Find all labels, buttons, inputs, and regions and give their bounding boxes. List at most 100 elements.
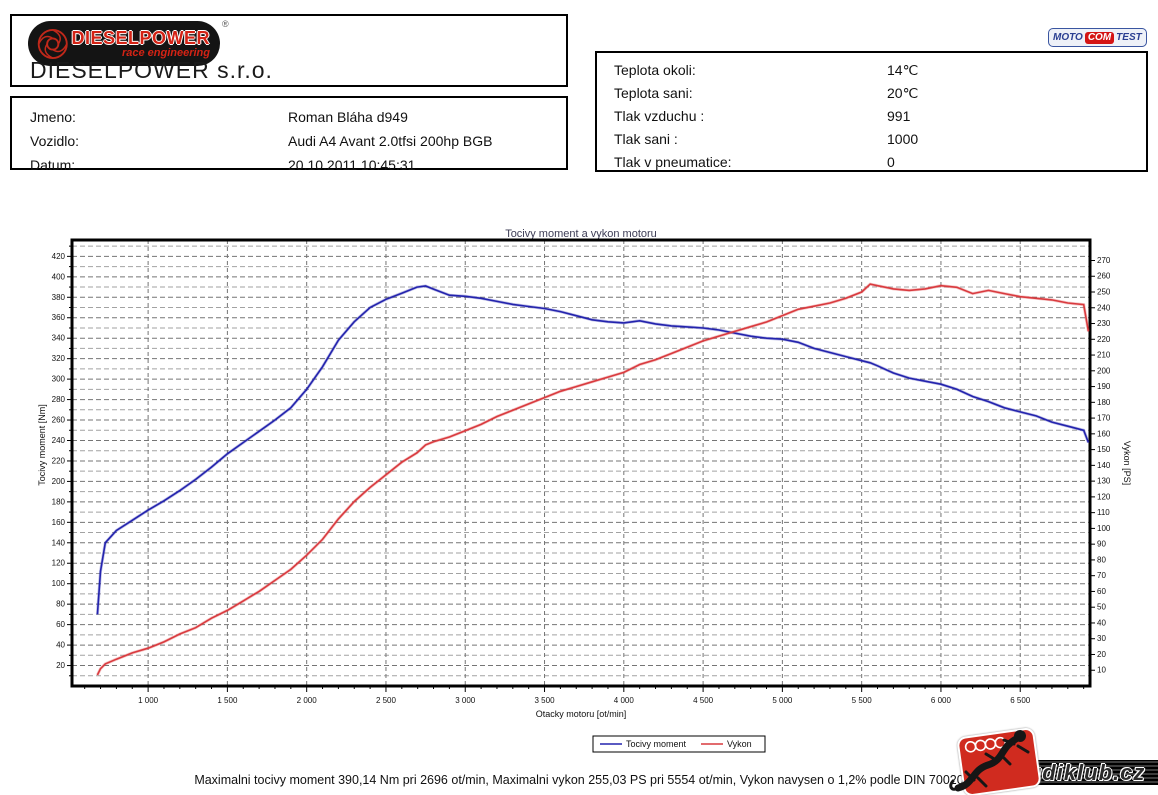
info-label: Datum: [30,157,76,173]
svg-text:280: 280 [52,395,66,404]
svg-text:10: 10 [1097,666,1106,675]
dyno-chart: Tocivy moment a vykon motoru 20 40 60 80 100 1… [37,228,1132,753]
svg-text:5 000: 5 000 [772,696,793,705]
svg-text:260: 260 [52,416,66,425]
svg-text:320: 320 [52,354,66,363]
svg-text:50: 50 [1097,603,1106,612]
param-label: Tlak vzduchu : [614,108,705,124]
svg-text:90: 90 [1097,540,1106,549]
svg-text:100: 100 [1097,524,1111,533]
svg-text:240: 240 [1097,303,1111,312]
company-name: DIESELPOWER s.r.o. [30,57,273,83]
motocomtest-com: COM [1084,31,1115,44]
svg-text:120: 120 [52,559,66,568]
param-row-tlak-pneumatice: Tlak v pneumatice: 0 [614,151,1146,174]
gecko-icon [949,730,1030,792]
svg-text:400: 400 [52,272,66,281]
svg-text:2 000: 2 000 [297,696,318,705]
svg-text:340: 340 [52,334,66,343]
info-value: 20.10.2011 10:45:31 [288,157,416,173]
svg-text:210: 210 [1097,351,1111,360]
svg-text:220: 220 [1097,335,1111,344]
power-curve [96,283,1090,676]
svg-text:Tocivy moment a vykon motoru: Tocivy moment a vykon motoru [505,228,657,240]
svg-text:160: 160 [52,518,66,527]
registered-mark: ® [222,19,229,29]
svg-text:360: 360 [52,313,66,322]
svg-text:Vykon [PS]: Vykon [PS] [1122,441,1132,485]
svg-text:140: 140 [52,538,66,547]
results-summary: Maximalni tocivy moment 390,14 Nm pri 26… [194,773,964,787]
svg-text:130: 130 [1097,477,1111,486]
svg-text:120: 120 [1097,492,1111,501]
svg-text:20: 20 [56,661,65,670]
param-row-teplota-sani: Teplota sani: 20℃ [614,82,1146,105]
param-value: 20℃ [887,85,919,101]
audi-rings-icon [964,736,1007,753]
svg-text:170: 170 [1097,414,1111,423]
svg-text:5 500: 5 500 [852,696,873,705]
svg-text:150: 150 [1097,445,1111,454]
svg-text:Otacky motoru [ot/min]: Otacky motoru [ot/min] [536,709,627,719]
svg-text:60: 60 [56,620,65,629]
svg-text:4 000: 4 000 [614,696,635,705]
svg-text:1 500: 1 500 [217,696,238,705]
audi-rings-square [956,726,1042,795]
info-label: Vozidlo: [30,133,80,149]
svg-text:250: 250 [1097,288,1111,297]
svg-text:80: 80 [56,600,65,609]
svg-text:Tocivy moment [Nm]: Tocivy moment [Nm] [37,404,47,486]
svg-text:6 500: 6 500 [1010,696,1031,705]
param-row-tlak-sani: Tlak sani : 1000 [614,128,1146,151]
svg-text:140: 140 [1097,461,1111,470]
motocomtest-test: TEST [1116,31,1142,43]
param-value: 991 [887,108,911,124]
svg-text:40: 40 [56,641,65,650]
svg-text:40: 40 [1097,618,1106,627]
company-header-box: DIESELPOWER race engineering ® DIESELPOW… [10,14,568,87]
svg-text:180: 180 [1097,398,1111,407]
svg-text:200: 200 [52,477,66,486]
param-label: Tlak sani : [614,131,678,147]
svg-text:230: 230 [1097,319,1111,328]
info-row-jmeno: Jmeno: Roman Bláha d949 [30,105,566,129]
param-label: Tlak v pneumatice: [614,154,732,170]
param-value: 14℃ [887,62,919,78]
test-info-box: Jmeno: Roman Bláha d949 Vozidlo: Audi A4 A… [10,96,568,173]
svg-text:Tocivy moment: Tocivy moment [626,739,687,749]
svg-text:3 500: 3 500 [535,696,556,705]
svg-text:160: 160 [1097,429,1111,438]
svg-text:100: 100 [52,579,66,588]
svg-text:4 500: 4 500 [693,696,714,705]
svg-text:3 000: 3 000 [455,696,476,705]
brand-subtext: race engineering [121,46,210,59]
torque-curve [96,285,1090,615]
svg-text:80: 80 [1097,555,1106,564]
svg-text:240: 240 [52,436,66,445]
param-label: Teplota sani: [614,85,693,101]
param-value: 0 [887,154,895,170]
svg-text:30: 30 [1097,634,1106,643]
info-row-vozidlo: Vozidlo: Audi A4 Avant 2.0tfsi 200hp BGB [30,129,566,153]
svg-text:60: 60 [1097,587,1106,596]
svg-text:6 000: 6 000 [931,696,952,705]
svg-text:270: 270 [1097,256,1111,265]
audiklub-logo: audiklub.cz [949,726,1158,795]
motocomtest-logo: MOTO COM TEST [1048,28,1147,47]
svg-text:70: 70 [1097,571,1106,580]
svg-text:380: 380 [52,293,66,302]
svg-text:1 000: 1 000 [138,696,159,705]
conditions-box: Teplota okoli: 14℃ Teplota sani: 20℃ Tlak … [595,51,1148,172]
param-row-tlak-vzduchu: Tlak vzduchu : 991 [614,105,1146,128]
svg-text:420: 420 [52,252,66,261]
svg-text:190: 190 [1097,382,1111,391]
svg-text:20: 20 [1097,650,1106,659]
info-row-datum: Datum: 20.10.2011 10:45:31 [30,153,566,177]
svg-text:300: 300 [52,375,66,384]
svg-text:200: 200 [1097,366,1111,375]
svg-text:2 500: 2 500 [376,696,397,705]
dieselpower-logo: DIESELPOWER race engineering [28,21,220,66]
param-row-teplota-okoli: Teplota okoli: 14℃ [614,59,1146,82]
param-value: 1000 [887,131,919,147]
